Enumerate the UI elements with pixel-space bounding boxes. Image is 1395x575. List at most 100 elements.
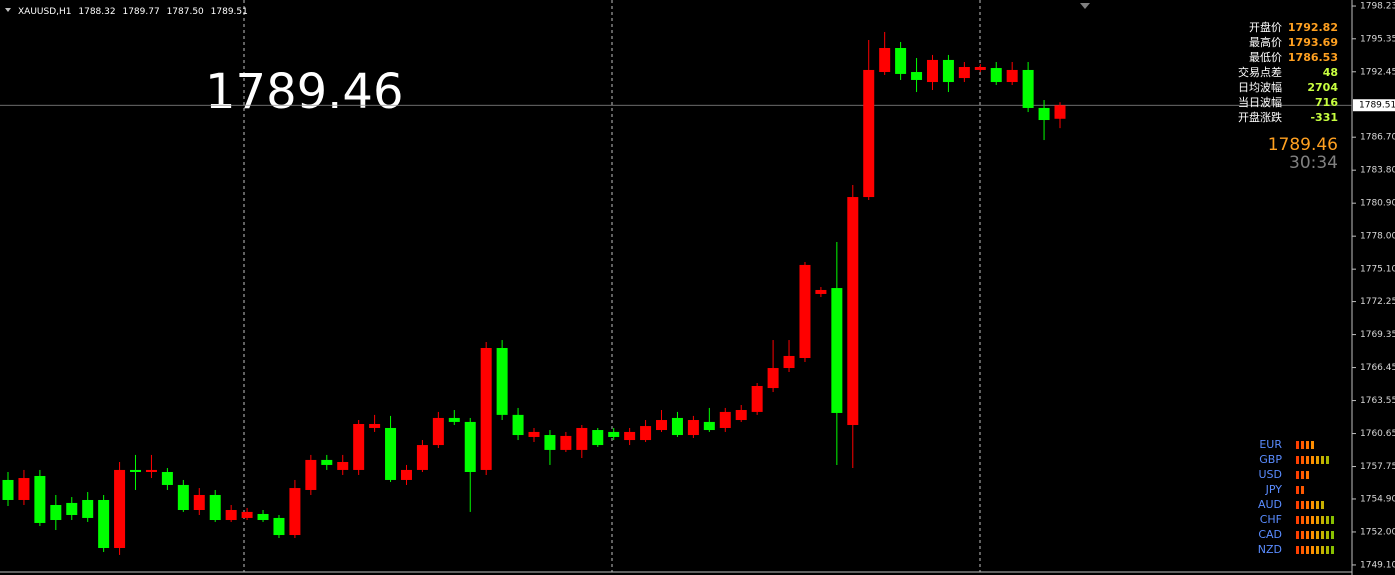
candle-body (544, 435, 556, 450)
info-value: 716 (1315, 96, 1338, 109)
y-tick-label: 1798.23 (1360, 2, 1395, 12)
currency-name: CHF (1260, 513, 1282, 526)
info-value: 48 (1323, 66, 1338, 79)
strength-segment (1311, 531, 1314, 539)
candle-body (34, 475, 46, 523)
candle-body (974, 67, 986, 70)
strength-segment (1301, 486, 1304, 494)
strength-segment (1316, 516, 1319, 524)
strength-segment (1301, 516, 1304, 524)
strength-segment (1331, 531, 1334, 539)
shift-marker (1080, 3, 1090, 9)
strength-segment (1306, 456, 1309, 464)
strength-segment (1301, 441, 1304, 449)
y-tick-label: 1772.25 (1360, 297, 1395, 307)
strength-segment (1306, 531, 1309, 539)
info-label: 最低价 (1249, 51, 1282, 64)
info-value: 1793.69 (1288, 36, 1338, 49)
candle-body (592, 430, 604, 446)
strength-segment (1311, 501, 1314, 509)
strength-segment (1301, 546, 1304, 554)
strength-segment (1306, 471, 1309, 479)
candle-body (145, 469, 157, 473)
candle-body (1022, 69, 1034, 108)
strength-segment (1296, 531, 1299, 539)
strength-segment (1306, 441, 1309, 449)
candle-body (82, 499, 94, 518)
strength-segment (1301, 501, 1304, 509)
strength-segment (1321, 456, 1324, 464)
candle-body (464, 421, 476, 473)
candle-body (177, 484, 189, 510)
y-tick-label: 1763.55 (1360, 396, 1395, 406)
y-tick-label: 1786.70 (1360, 133, 1395, 143)
strength-segment (1306, 546, 1309, 554)
currency-name: NZD (1258, 543, 1282, 556)
info-value: 1792.82 (1288, 21, 1338, 34)
candle-body (369, 423, 381, 428)
strength-segment (1301, 531, 1304, 539)
candle-body (640, 426, 652, 441)
strength-segment (1306, 501, 1309, 509)
menu-arrow[interactable] (5, 8, 11, 12)
info-label: 开盘价 (1249, 20, 1282, 34)
candle-body (608, 431, 620, 437)
candle-body (656, 420, 668, 431)
strength-bar (1296, 546, 1334, 554)
candle-body (719, 411, 731, 428)
candle-body (879, 48, 891, 73)
candle-body (432, 417, 444, 446)
candle-body (767, 368, 779, 389)
live-price: 1789.46 (1268, 135, 1338, 155)
strength-segment (1326, 546, 1329, 554)
candle-body (385, 427, 397, 480)
y-tick-label: 1775.10 (1360, 265, 1395, 275)
candle-body (209, 494, 221, 521)
candle-body (847, 197, 859, 426)
strength-bar (1296, 516, 1334, 524)
strength-segment (1301, 456, 1304, 464)
currency-name: GBP (1259, 453, 1282, 466)
candle-body (193, 494, 205, 510)
candle-body (624, 431, 636, 441)
quote: 1789.51 (211, 7, 248, 17)
y-tick-label: 1757.75 (1360, 462, 1395, 472)
candle-body (480, 348, 492, 470)
candle-body (114, 469, 126, 548)
strength-segment (1316, 531, 1319, 539)
strength-segment (1296, 501, 1299, 509)
strength-bar (1296, 531, 1334, 539)
candle-body (735, 410, 747, 421)
candle-body (1006, 69, 1018, 83)
info-value: 2704 (1307, 81, 1338, 94)
strength-segment (1306, 516, 1309, 524)
info-label: 当日波幅 (1238, 95, 1282, 109)
strength-segment (1296, 516, 1299, 524)
candle-body (911, 72, 923, 80)
strength-bar (1296, 456, 1329, 464)
strength-segment (1331, 516, 1334, 524)
y-tick-label: 1769.35 (1360, 330, 1395, 340)
candle-body (305, 459, 317, 490)
y-tick-label: 1792.45 (1360, 67, 1395, 77)
candle-body (241, 511, 253, 518)
strength-segment (1296, 441, 1299, 449)
big-price: 1789.46 (205, 64, 404, 120)
candle-body (512, 414, 524, 436)
strength-bar (1296, 486, 1304, 494)
symbol: XAUUSD,H1 (18, 7, 72, 17)
strength-segment (1301, 471, 1304, 479)
strength-segment (1321, 516, 1324, 524)
strength-segment (1326, 516, 1329, 524)
info-label: 开盘涨跌 (1238, 110, 1282, 124)
candle-body (257, 513, 269, 521)
candle-body (958, 67, 970, 79)
candle-body (98, 499, 110, 548)
y-tick-label: 1749.10 (1360, 560, 1395, 570)
currency-name: AUD (1258, 498, 1282, 511)
candle-body (321, 459, 333, 465)
candle-body (18, 478, 30, 500)
strength-segment (1316, 546, 1319, 554)
candle-body (560, 435, 572, 450)
